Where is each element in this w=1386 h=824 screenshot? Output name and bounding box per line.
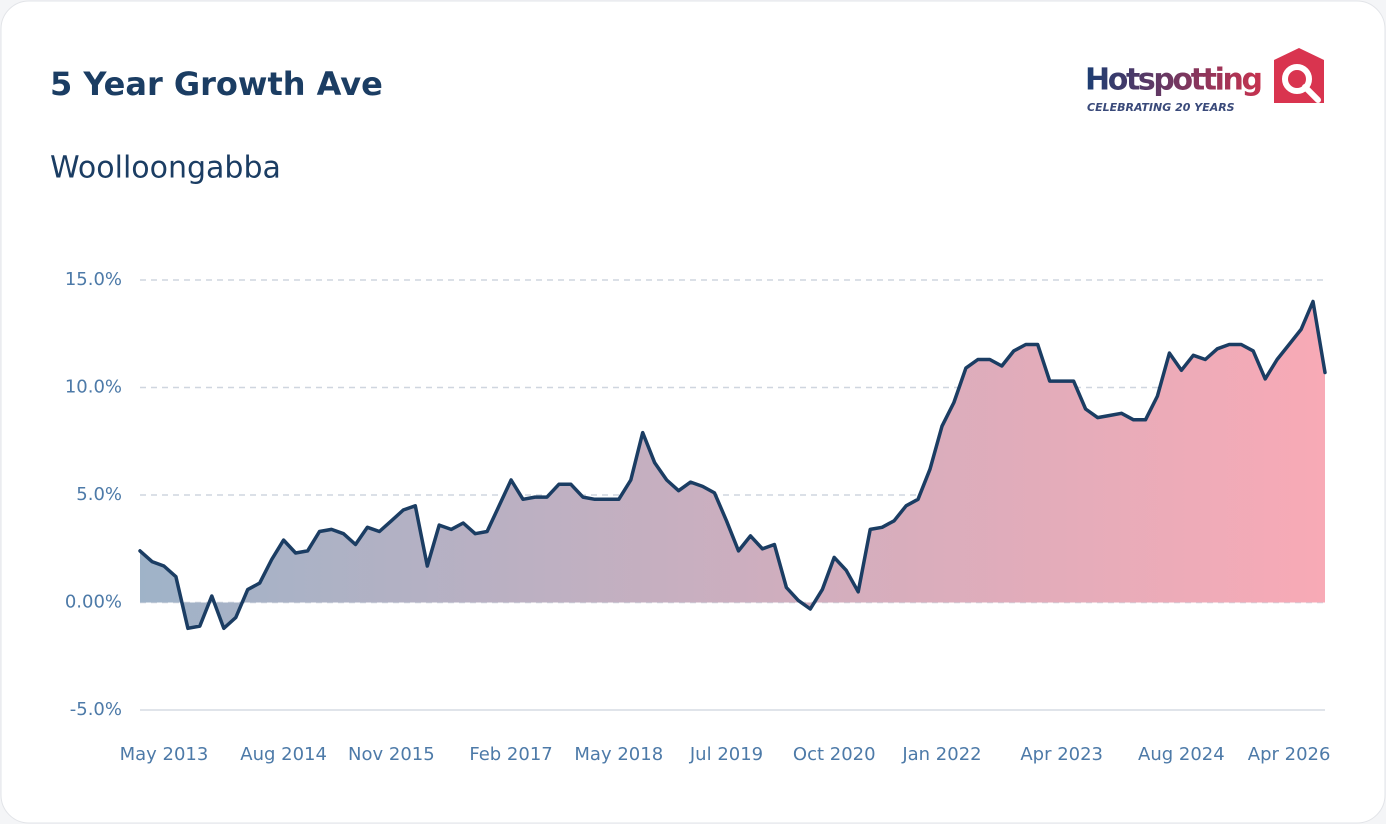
y-tick-label: 0.00% (65, 592, 122, 613)
y-tick-label: 5.0% (76, 484, 122, 505)
x-tick-label: Oct 2020 (793, 744, 876, 765)
x-tick-label: Aug 2014 (240, 744, 327, 765)
x-tick-label: May 2013 (120, 744, 209, 765)
chart-title: 5 Year Growth Ave (50, 65, 383, 103)
x-tick-label: Feb 2017 (469, 744, 552, 765)
chart-subtitle: Woolloongabba (50, 151, 281, 186)
x-tick-label: Nov 2015 (348, 744, 435, 765)
logo-tagline: CELEBRATING 20 YEARS (1087, 101, 1235, 114)
y-tick-label: 15.0% (65, 269, 122, 290)
logo-icon (1274, 48, 1324, 103)
x-tick-label: Jan 2022 (901, 744, 981, 765)
x-tick-label: May 2018 (574, 744, 663, 765)
x-tick-label: Apr 2023 (1020, 744, 1103, 765)
x-tick-label: Apr 2026 (1248, 744, 1331, 765)
x-tick-label: Aug 2024 (1138, 744, 1225, 765)
x-tick-label: Jul 2019 (689, 744, 763, 765)
y-tick-label: -5.0% (70, 699, 122, 720)
y-tick-label: 10.0% (65, 377, 122, 398)
logo-name: Hotspotting (1085, 63, 1263, 98)
plot: -5.0% 0.00% 5.0% 10.0% 15.0% May 2013 Aug 2014… (65, 269, 1331, 765)
area-fill (140, 301, 1325, 629)
line (138, 299, 1327, 631)
